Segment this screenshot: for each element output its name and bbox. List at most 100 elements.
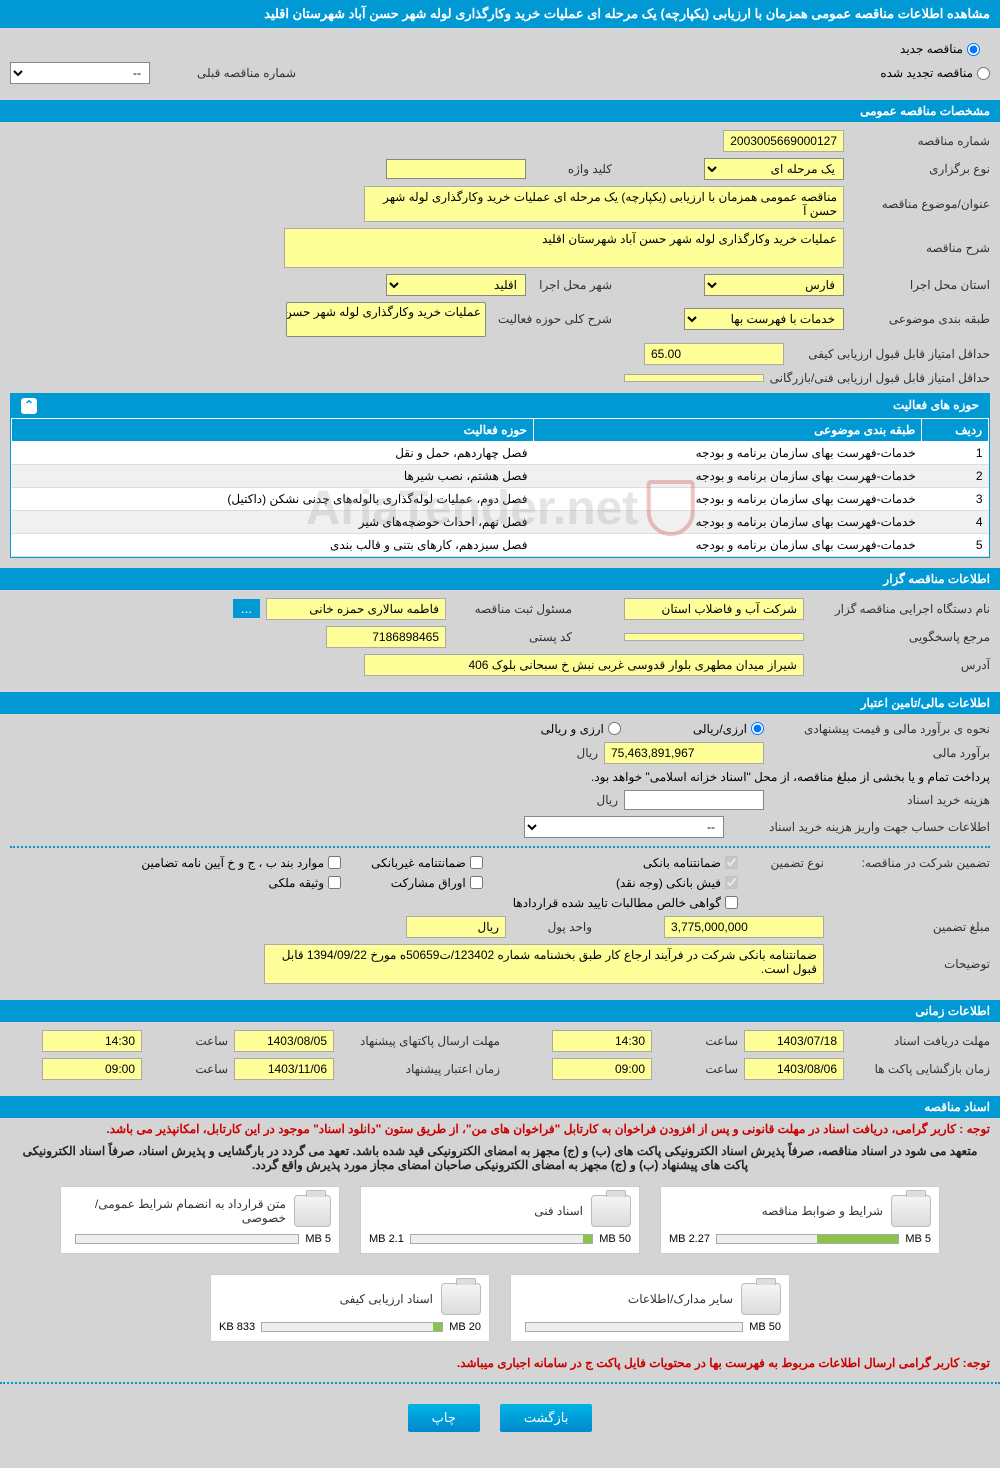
category-label: طبقه بندی موضوعی bbox=[850, 312, 990, 326]
chk-nonbank[interactable]: ضمانتنامه غیربانکی bbox=[371, 856, 483, 870]
table-row: 4خدمات-فهرست بهای سازمان برنامه و بودجهف… bbox=[12, 510, 989, 533]
desc-value: عملیات خرید وکارگذاری لوله شهر حسن آباد … bbox=[284, 228, 844, 268]
table-row: 1خدمات-فهرست بهای سازمان برنامه و بودجهف… bbox=[12, 441, 989, 464]
min-tech-value bbox=[624, 374, 764, 382]
radio-renewed-tender[interactable]: مناقصه تجدید شده bbox=[880, 66, 990, 80]
doc-card[interactable]: شرایط و ضوابط مناقصه 5 MB 2.27 MB bbox=[660, 1186, 940, 1254]
radio-new-tender[interactable]: مناقصه جدید bbox=[900, 42, 980, 56]
doc-card[interactable]: اسناد فنی 50 MB 2.1 MB bbox=[360, 1186, 640, 1254]
radio-rial[interactable]: ارزی/ریالی bbox=[693, 722, 764, 736]
guarantee-type-label: نوع تضمین bbox=[744, 856, 824, 870]
chk-cash[interactable]: فیش بانکی (وجه نقد) bbox=[513, 876, 738, 890]
open-date: 1403/08/06 bbox=[744, 1058, 844, 1080]
print-button[interactable]: چاپ bbox=[408, 1404, 480, 1432]
section-timing-header: اطلاعات زمانی bbox=[0, 1000, 1000, 1022]
amount-label: مبلغ تضمین bbox=[830, 920, 990, 934]
radio-new-input[interactable] bbox=[967, 43, 980, 56]
progress-bar bbox=[525, 1322, 743, 1332]
category-select[interactable]: خدمات با فهرست بها bbox=[684, 308, 844, 330]
city-label: شهر محل اجرا bbox=[532, 278, 612, 292]
chk-net[interactable]: گواهی خالص مطالبات تایید شده قراردادها bbox=[513, 896, 738, 910]
time-label-2: ساعت bbox=[148, 1034, 228, 1048]
progress-bar bbox=[75, 1234, 299, 1244]
section-docs-body: توجه : کاربر گرامی، دریافت اسناد در مهلت… bbox=[0, 1118, 1000, 1384]
keyword-input[interactable] bbox=[386, 159, 526, 179]
doc-card[interactable]: متن قرارداد به انضمام شرایط عمومی/خصوصی … bbox=[60, 1186, 340, 1254]
progress-bar bbox=[410, 1234, 593, 1244]
section-holder-header: اطلاعات مناقصه گزار bbox=[0, 568, 1000, 590]
doc-size: 2.1 MB bbox=[369, 1233, 404, 1245]
radio-new-label: مناقصه جدید bbox=[900, 42, 963, 56]
time-label-1: ساعت bbox=[658, 1034, 738, 1048]
ref-label: مرجع پاسخگویی bbox=[810, 630, 990, 644]
reg-label: مسئول ثبت مناقصه bbox=[452, 602, 572, 616]
section-general-header: مشخصات مناقصه عمومی bbox=[0, 100, 1000, 122]
activity-table: حوزه های فعالیت ⌃ ردیفطبقه بندی موضوعیحو… bbox=[10, 393, 990, 558]
folder-icon bbox=[591, 1195, 631, 1227]
footer-buttons: بازگشت چاپ bbox=[0, 1392, 1000, 1444]
folder-icon bbox=[741, 1283, 781, 1315]
valid-time: 09:00 bbox=[42, 1058, 142, 1080]
collapse-icon[interactable]: ⌃ bbox=[21, 398, 37, 414]
table-header: طبقه بندی موضوعی bbox=[533, 418, 921, 441]
progress-bar bbox=[716, 1234, 899, 1244]
folder-icon bbox=[891, 1195, 931, 1227]
section-timing-body: مهلت دریافت اسناد 1403/07/18 ساعت 14:30 … bbox=[0, 1022, 1000, 1094]
chk-clause[interactable]: موارد بند ب ، ج و خ آیین نامه تضامین bbox=[141, 856, 341, 870]
radio-currency[interactable]: ارزی و ریالی bbox=[541, 722, 621, 736]
doc-cap: 5 MB bbox=[905, 1233, 931, 1245]
section-financial-body: نحوه ی برآورد مالی و قیمت پیشنهادی ارزی/… bbox=[0, 714, 1000, 998]
unit2-value: ریال bbox=[406, 916, 506, 938]
time-label-4: ساعت bbox=[148, 1062, 228, 1076]
doc-cap: 20 MB bbox=[449, 1321, 481, 1333]
separator bbox=[10, 846, 990, 848]
doc-card[interactable]: اسناد ارزیابی کیفی 20 MB 833 KB bbox=[210, 1274, 490, 1342]
addr-label: آدرس bbox=[810, 658, 990, 672]
activity-table-title: حوزه های فعالیت bbox=[893, 398, 979, 414]
cost-input[interactable] bbox=[624, 790, 764, 810]
city-select[interactable]: اقلید bbox=[386, 274, 526, 296]
amount-value: 3,775,000,000 bbox=[664, 916, 824, 938]
chk-bonds[interactable]: اوراق مشارکت bbox=[371, 876, 483, 890]
docs-notice-2: متعهد می شود در اسناد مناقصه، صرفاً پذیر… bbox=[0, 1140, 1000, 1176]
prev-number-select[interactable]: -- bbox=[10, 62, 150, 84]
org-label: نام دستگاه اجرایی مناقصه گزار bbox=[810, 602, 990, 616]
docs-notice-1: توجه : کاربر گرامی، دریافت اسناد در مهلت… bbox=[0, 1118, 1000, 1140]
radio-renewed-label: مناقصه تجدید شده bbox=[880, 66, 973, 80]
activity-data-table: ردیفطبقه بندی موضوعیحوزه فعالیت 1خدمات-ف… bbox=[11, 418, 989, 557]
estimate-unit: ریال bbox=[576, 746, 598, 760]
chk-property[interactable]: وثیقه ملکی bbox=[141, 876, 341, 890]
doc-title: سایر مدارک/اطلاعات bbox=[628, 1292, 733, 1306]
doc-title: شرایط و ضوابط مناقصه bbox=[762, 1204, 883, 1218]
radio-renewed-input[interactable] bbox=[977, 67, 990, 80]
activity-desc-select[interactable]: عملیات خرید وکارگذاری لوله شهر حسن آباد bbox=[286, 302, 486, 337]
send-date: 1403/08/05 bbox=[234, 1030, 334, 1052]
receive-date: 1403/07/18 bbox=[744, 1030, 844, 1052]
open-label: زمان بازگشایی پاکت ها bbox=[850, 1062, 990, 1076]
acct-label: اطلاعات حساب جهت واریز هزینه خرید اسناد bbox=[730, 820, 990, 834]
doc-card[interactable]: سایر مدارک/اطلاعات 50 MB bbox=[510, 1274, 790, 1342]
activity-desc-label: شرح کلی حوزه فعالیت bbox=[492, 312, 612, 326]
back-button[interactable]: بازگشت bbox=[500, 1404, 592, 1432]
doc-cap: 5 MB bbox=[305, 1233, 331, 1245]
province-select[interactable]: فارس bbox=[704, 274, 844, 296]
docs-grid: شرایط و ضوابط مناقصه 5 MB 2.27 MB اسناد … bbox=[0, 1176, 1000, 1352]
tender-no-value: 2003005669000127 bbox=[723, 130, 844, 152]
open-time: 09:00 bbox=[552, 1058, 652, 1080]
tender-no-label: شماره مناقصه bbox=[850, 134, 990, 148]
min-qual-value: 65.00 bbox=[644, 343, 784, 365]
type-select[interactable]: یک مرحله ای bbox=[704, 158, 844, 180]
more-button[interactable]: ... bbox=[233, 599, 260, 618]
doc-size: 2.27 MB bbox=[669, 1233, 710, 1245]
guarantee-checkboxes: ضمانتنامه بانکی ضمانتنامه غیربانکی موارد… bbox=[141, 856, 738, 910]
doc-title: متن قرارداد به انضمام شرایط عمومی/خصوصی bbox=[69, 1197, 286, 1225]
addr-value: شیراز میدان مطهری بلوار قدوسی غربی نبش خ… bbox=[364, 654, 804, 676]
doc-size: 833 KB bbox=[219, 1321, 255, 1333]
page-title: مشاهده اطلاعات مناقصه عمومی همزمان با ار… bbox=[0, 0, 1000, 28]
doc-cap: 50 MB bbox=[599, 1233, 631, 1245]
acct-select[interactable]: -- bbox=[524, 816, 724, 838]
unit2-label: واحد پول bbox=[512, 920, 592, 934]
chk-bank[interactable]: ضمانتنامه بانکی bbox=[513, 856, 738, 870]
desc-label: شرح مناقصه bbox=[850, 241, 990, 255]
estimate-value: 75,463,891,967 bbox=[604, 742, 764, 764]
